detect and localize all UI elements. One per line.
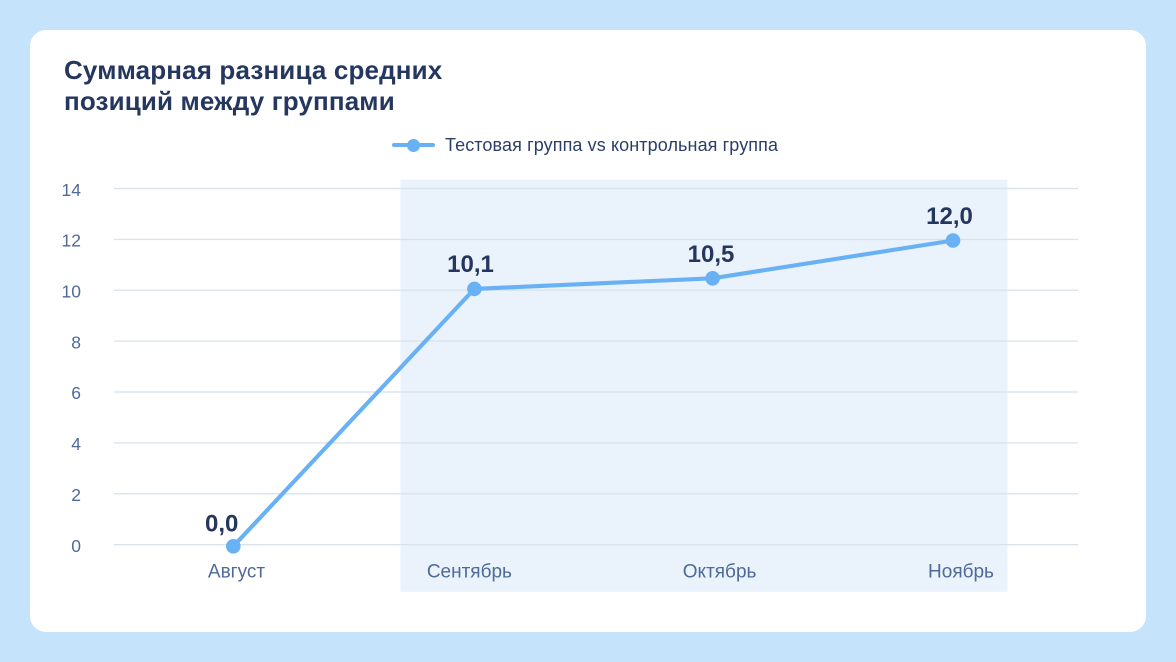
svg-text:Октябрь: Октябрь (683, 561, 757, 582)
svg-text:12: 12 (62, 231, 81, 251)
svg-text:0,0: 0,0 (205, 511, 238, 538)
svg-text:Ноябрь: Ноябрь (928, 561, 994, 582)
svg-text:10,1: 10,1 (447, 251, 494, 278)
svg-text:Сентябрь: Сентябрь (427, 561, 512, 582)
svg-text:Август: Август (208, 561, 265, 582)
svg-text:14: 14 (62, 180, 82, 200)
svg-text:10: 10 (62, 282, 82, 302)
svg-text:2: 2 (71, 485, 81, 505)
svg-text:12,0: 12,0 (926, 203, 973, 230)
svg-text:0: 0 (71, 536, 81, 556)
svg-text:6: 6 (71, 383, 81, 403)
svg-text:8: 8 (71, 332, 81, 352)
svg-text:10,5: 10,5 (688, 241, 735, 268)
svg-text:4: 4 (71, 434, 81, 454)
